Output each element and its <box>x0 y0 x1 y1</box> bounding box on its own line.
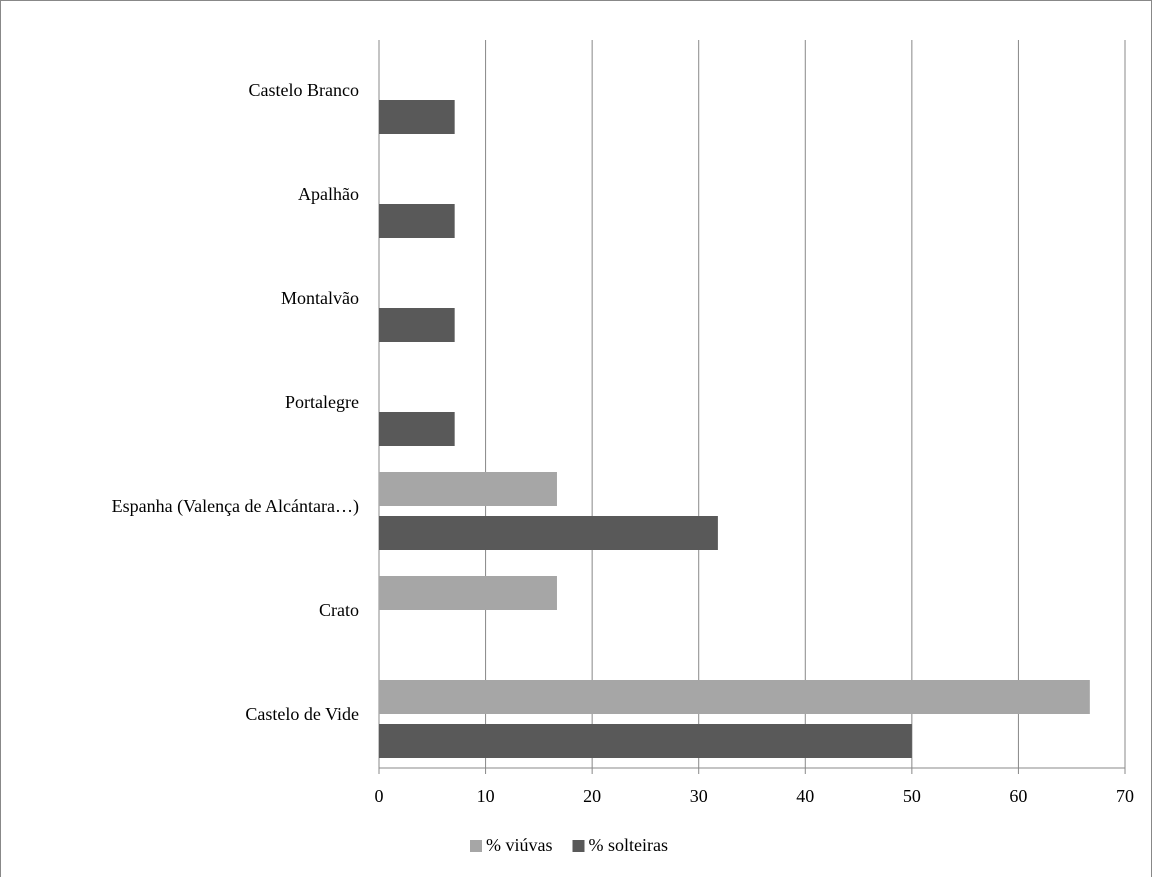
y-tick-label: Montalvão <box>281 288 359 308</box>
y-tick-label: Castelo Branco <box>249 80 359 100</box>
bar <box>379 204 455 238</box>
x-tick-label: 10 <box>477 786 495 806</box>
bar <box>379 100 455 134</box>
legend-label: % solteiras <box>589 835 668 855</box>
bar <box>379 680 1090 714</box>
y-tick-label: Apalhão <box>298 184 359 204</box>
legend-swatch <box>572 840 585 852</box>
legend-swatch <box>470 840 482 852</box>
x-tick-label: 50 <box>903 786 921 806</box>
y-tick-label: Espanha (Valença de Alcántara…) <box>112 496 359 517</box>
x-tick-label: 70 <box>1116 786 1134 806</box>
legend-label: % viúvas <box>486 835 553 855</box>
x-tick-label: 30 <box>690 786 708 806</box>
y-tick-label: Castelo de Vide <box>245 704 359 724</box>
x-tick-label: 0 <box>375 786 384 806</box>
bar <box>379 724 912 758</box>
bar <box>379 308 455 342</box>
bar <box>379 472 557 506</box>
x-tick-label: 20 <box>583 786 601 806</box>
x-tick-label: 40 <box>796 786 814 806</box>
y-tick-label: Crato <box>319 600 359 620</box>
y-tick-label: Portalegre <box>285 392 359 412</box>
x-tick-label: 60 <box>1009 786 1027 806</box>
bar <box>379 576 557 610</box>
bar <box>379 412 455 446</box>
bar <box>379 516 718 550</box>
